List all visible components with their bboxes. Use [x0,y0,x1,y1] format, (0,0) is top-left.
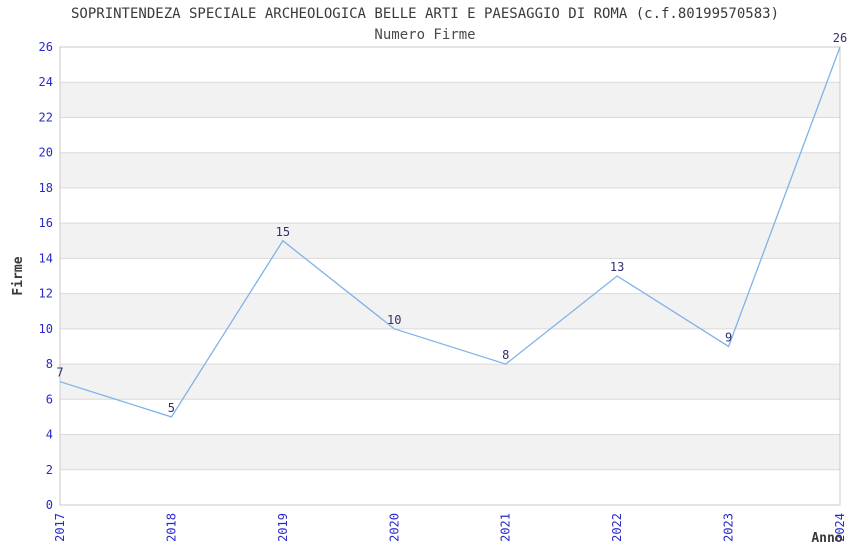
plot-band [60,82,840,118]
x-axis-title: Anno [811,531,842,546]
series-line [59,46,841,418]
y-tick-label: 18 [39,181,53,195]
plot-band [60,223,840,259]
y-tick-label: 10 [39,322,53,336]
x-tick-label: 2019 [276,513,290,542]
y-tick-label: 0 [46,498,53,512]
y-tick-label: 16 [39,216,53,230]
plot-border [59,46,841,506]
x-tick-label: 2020 [387,513,401,542]
y-tick-label: 8 [46,357,53,371]
data-label: 15 [276,225,290,239]
chart-title: SOPRINTENDEZA SPECIALE ARCHEOLOGICA BELL… [70,6,779,22]
y-tick-label: 14 [39,251,53,265]
x-axis-ticks: 2017 2018 2019 2020 2021 2022 2023 2024 [53,513,847,542]
x-tick-label: 2022 [610,513,624,542]
y-tick-label: 12 [39,287,53,301]
x-tick-label: 2023 [722,513,736,542]
plot-band [60,434,840,470]
y-tick-label: 22 [39,110,53,124]
data-label: 8 [502,348,509,362]
plot-band [60,364,840,400]
x-tick-label: 2017 [53,513,67,542]
y-tick-label: 4 [46,428,53,442]
data-label: 26 [833,31,847,45]
data-label: 5 [168,401,175,415]
data-label: 7 [56,366,63,380]
y-tick-label: 20 [39,146,53,160]
x-tick-label: 2018 [164,513,178,542]
x-tick-label: 2021 [499,513,513,542]
y-tick-label: 6 [46,392,53,406]
data-label: 13 [610,260,624,274]
data-label: 9 [725,330,732,344]
y-axis-title: Firme [11,256,26,295]
y-tick-label: 2 [46,463,53,477]
chart-subtitle: Numero Firme [374,27,476,43]
plot-band [60,152,840,188]
plot-bands [60,82,840,470]
data-label: 10 [387,313,401,327]
data-labels: 7 5 15 10 8 13 9 26 [56,31,847,415]
y-tick-label: 24 [39,75,53,89]
y-tick-label: 26 [39,40,53,54]
plot-band [60,293,840,329]
x-tick-label: 2024 [833,513,847,542]
